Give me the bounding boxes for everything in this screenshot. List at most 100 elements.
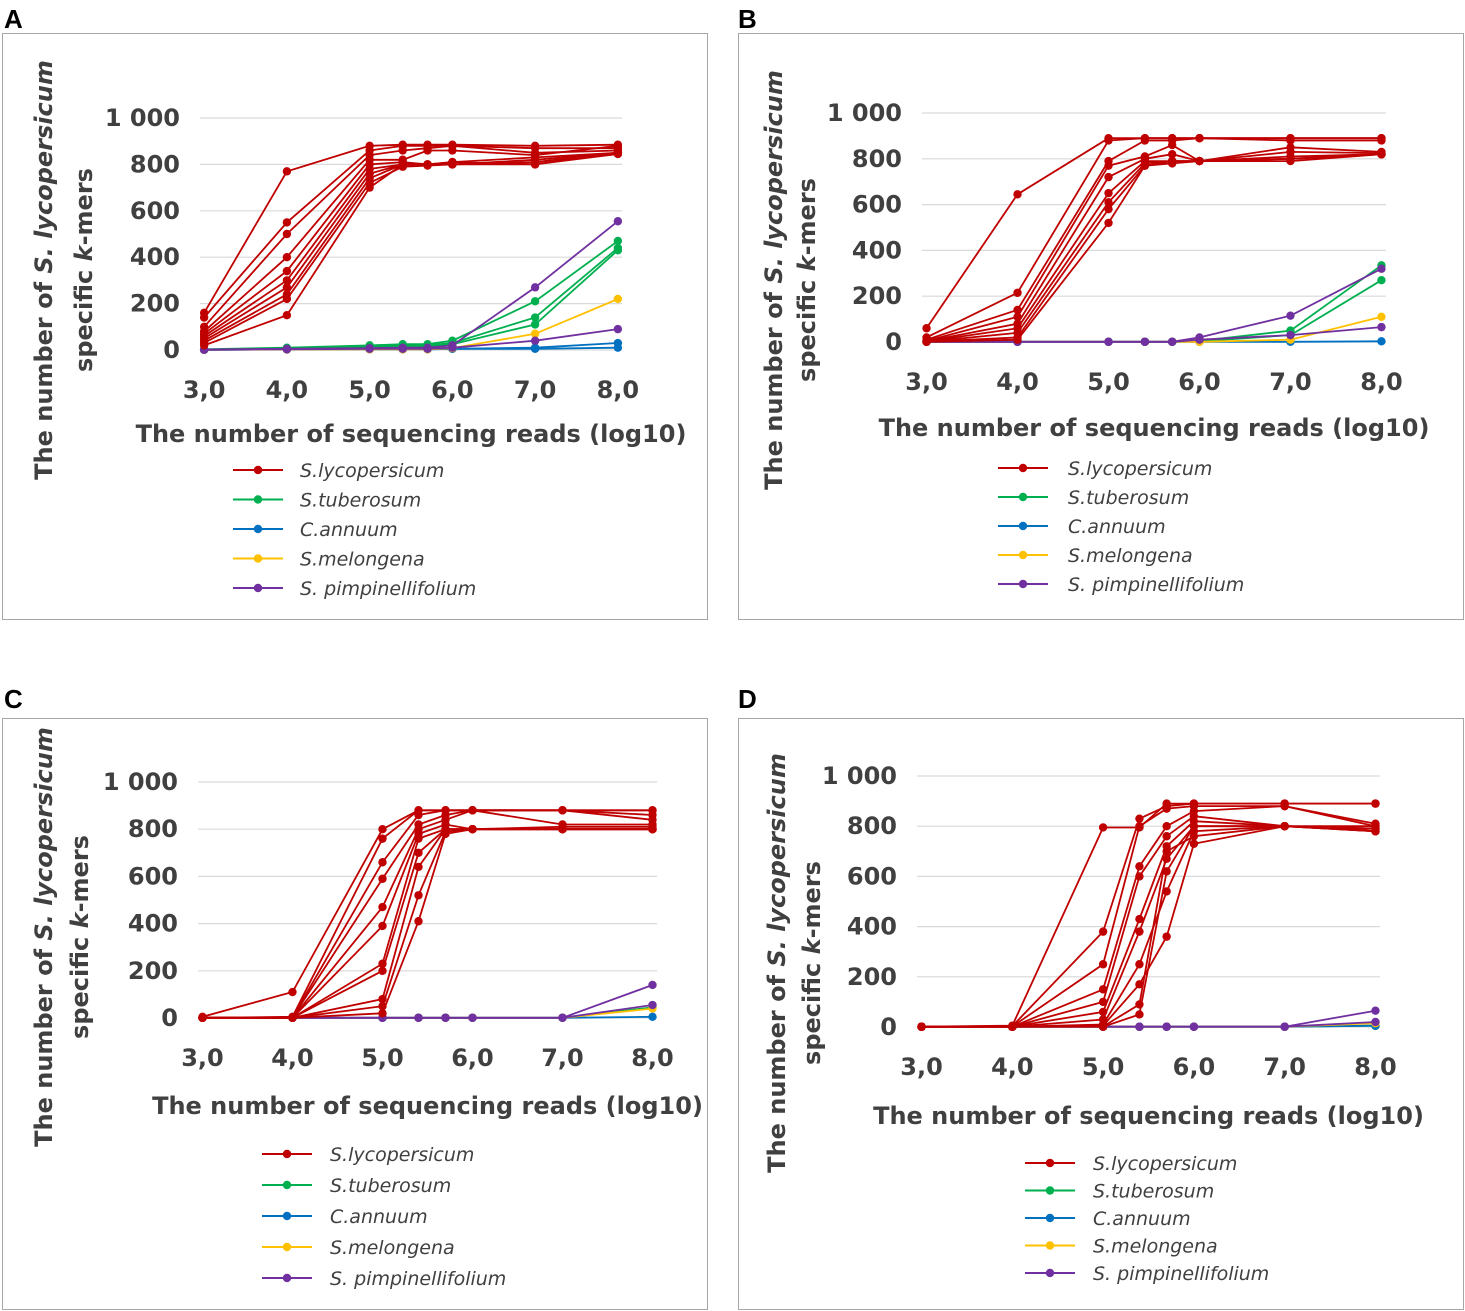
- data-point: [1104, 198, 1113, 207]
- data-point: [1098, 997, 1108, 1007]
- data-point: [282, 229, 292, 239]
- x-tick-label: 6,0: [1178, 368, 1221, 396]
- legend-label: S.tuberosum: [300, 490, 421, 512]
- data-point: [414, 917, 423, 926]
- x-tick-label: 6,0: [431, 376, 474, 404]
- data-point: [378, 921, 387, 931]
- data-point: [1135, 927, 1144, 936]
- data-point: [1377, 150, 1386, 159]
- x-tick-label: 6,0: [1173, 1053, 1216, 1081]
- data-point: [414, 1013, 423, 1022]
- series-line: [921, 815, 1376, 1028]
- series-line: [202, 809, 653, 1019]
- legend-item-s-pimpinellifolium: S. pimpinellifolium: [262, 1268, 506, 1290]
- legend-item-s-tuberosum: S.tuberosum: [1025, 1181, 1214, 1203]
- series-line: [921, 802, 1376, 1028]
- data-point: [1377, 136, 1386, 145]
- legend-item-s-melongena: S.melongena: [233, 549, 425, 571]
- data-point: [1167, 140, 1177, 150]
- data-point: [1371, 1017, 1380, 1027]
- data-point: [613, 217, 623, 226]
- series-line: [204, 240, 619, 351]
- series-line: [203, 144, 619, 333]
- legend-label: S.tuberosum: [330, 1175, 451, 1197]
- y-tick-label: 0: [163, 336, 180, 364]
- data-point: [378, 834, 387, 843]
- x-axis-title: The number of sequencing reads (log10): [879, 414, 1430, 442]
- y-tick-label: 600: [130, 197, 180, 225]
- series-line: [926, 137, 1382, 339]
- data-point: [1280, 801, 1289, 811]
- data-point: [282, 283, 292, 292]
- series-line: [203, 144, 618, 319]
- y-tick-label: 800: [847, 812, 897, 840]
- y-axis-title-line1: The number of S. lycopersicum: [30, 727, 58, 1147]
- x-tick-label: 7,0: [1269, 368, 1312, 396]
- legend-marker: [253, 465, 263, 475]
- y-tick-label: 200: [130, 290, 180, 318]
- data-point: [282, 266, 292, 276]
- y-axis-title-line1: The number of S. lycopersicum: [30, 60, 58, 480]
- y-tick-label: 200: [852, 282, 902, 310]
- series-line: [204, 328, 619, 351]
- data-point: [414, 810, 423, 820]
- data-point: [530, 297, 540, 306]
- data-point: [558, 806, 567, 815]
- data-point: [1098, 960, 1108, 969]
- y-tick-label: 800: [852, 145, 902, 173]
- y-tick-label: 1 000: [105, 104, 180, 132]
- data-point: [1280, 822, 1289, 831]
- x-tick-label: 3,0: [905, 368, 948, 396]
- y-tick-label: 200: [128, 957, 178, 985]
- series-s-lycopersicum: [917, 799, 1380, 1031]
- data-point: [1371, 827, 1380, 836]
- data-point: [282, 345, 292, 354]
- legend-marker: [253, 495, 263, 504]
- data-point: [648, 825, 657, 834]
- data-point: [414, 848, 423, 857]
- data-point: [613, 246, 623, 255]
- x-tick-label: 7,0: [514, 376, 557, 404]
- x-tick-label: 5,0: [1087, 368, 1130, 396]
- x-tick-label: 7,0: [541, 1044, 584, 1072]
- data-point: [398, 160, 407, 169]
- x-tick-label: 4,0: [266, 376, 309, 404]
- series-s-lycopersicum: [917, 811, 1380, 1031]
- legend-label: S.lycopersicum: [330, 1144, 474, 1166]
- data-point: [1098, 823, 1108, 832]
- data-point: [648, 980, 657, 990]
- data-point: [648, 1012, 657, 1022]
- data-point: [414, 862, 423, 872]
- legend-label: S.lycopersicum: [1068, 458, 1212, 480]
- data-point: [378, 902, 387, 912]
- data-point: [1162, 1022, 1171, 1031]
- data-point: [922, 337, 931, 346]
- series-line: [203, 144, 618, 328]
- y-tick-label: 1 000: [822, 762, 897, 790]
- series-line: [921, 805, 1376, 1028]
- data-point: [1371, 799, 1380, 808]
- legend-marker: [1018, 492, 1028, 502]
- data-point: [282, 167, 292, 176]
- legend-label: S. pimpinellifolium: [1068, 574, 1244, 596]
- x-tick-label: 8,0: [597, 376, 640, 404]
- legend-label: S. pimpinellifolium: [300, 578, 476, 600]
- data-point: [1162, 847, 1171, 856]
- data-point: [1286, 154, 1295, 163]
- chart-frame-a: [2, 33, 708, 620]
- legend-label: S. pimpinellifolium: [1093, 1263, 1269, 1285]
- legend-marker: [1018, 521, 1028, 531]
- data-point: [398, 344, 407, 354]
- x-tick-label: 4,0: [271, 1044, 314, 1072]
- data-point: [398, 146, 407, 155]
- panel-letter-d: D: [738, 684, 757, 714]
- series-s-pimpinellifolium: [917, 1017, 1380, 1031]
- legend-item-s-tuberosum: S.tuberosum: [998, 487, 1189, 509]
- legend-label: S.lycopersicum: [300, 460, 444, 482]
- data-point: [282, 311, 292, 320]
- legend-marker: [1045, 1158, 1055, 1168]
- data-point: [1104, 188, 1113, 198]
- data-point: [1104, 136, 1113, 145]
